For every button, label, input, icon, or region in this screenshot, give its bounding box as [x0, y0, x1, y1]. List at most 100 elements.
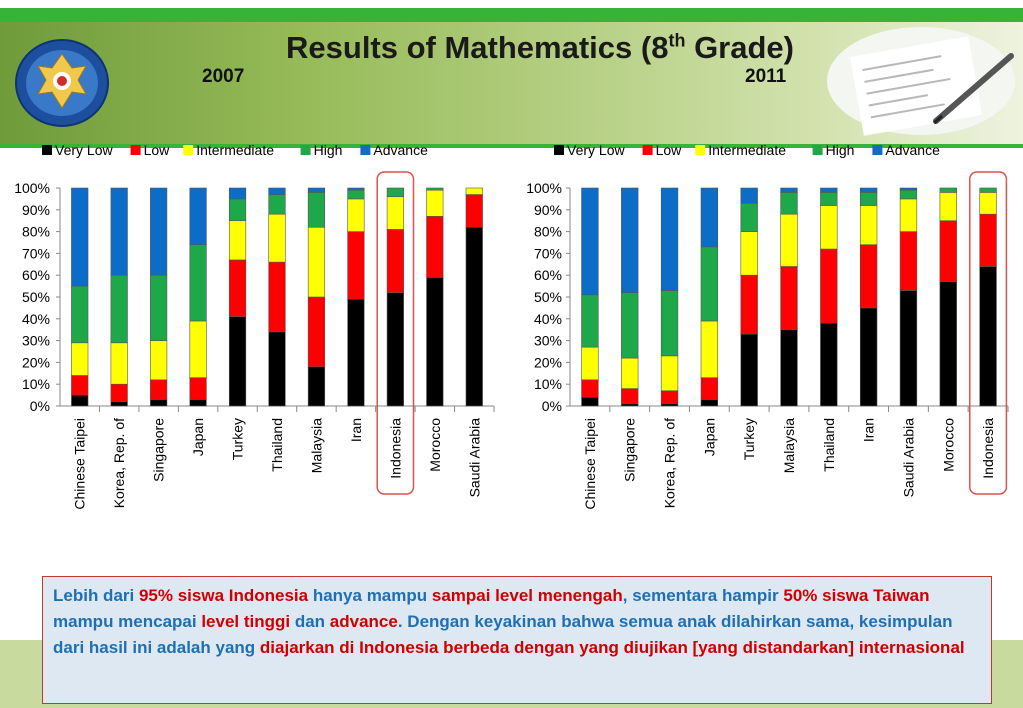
- bar-segment: [621, 388, 639, 405]
- bar-segment: [307, 366, 326, 407]
- legend-label: Low: [656, 142, 683, 158]
- x-tick-label: Korea, Rep. of: [662, 418, 678, 508]
- y-tick-label: 50%: [534, 289, 562, 305]
- bar-segment: [859, 205, 878, 245]
- y-tick-label: 20%: [534, 354, 562, 370]
- slide-title: Results of Mathematics (8th Grade): [286, 30, 794, 65]
- x-tick-label: Japan: [190, 418, 206, 456]
- legend-swatch: [872, 145, 883, 155]
- y-tick-label: 80%: [534, 224, 562, 240]
- bar-segment: [740, 202, 758, 232]
- bar-segment: [228, 259, 247, 317]
- bar-segment: [859, 187, 878, 193]
- bar-segment: [581, 187, 599, 296]
- bar-segment: [228, 316, 247, 407]
- bar-segment: [386, 196, 404, 230]
- y-tick-label: 60%: [534, 267, 562, 283]
- bar-segment: [859, 307, 878, 407]
- bar-segment: [426, 187, 444, 191]
- bar-segment: [71, 187, 89, 287]
- bar-segment: [979, 213, 997, 267]
- bar-segment: [71, 285, 89, 344]
- legend-label: Intermediate: [708, 142, 786, 158]
- bar-segment: [150, 399, 168, 407]
- bar-segment: [740, 333, 758, 407]
- bar-segment: [780, 187, 798, 193]
- x-tick-label: Thailand: [821, 418, 837, 472]
- y-tick-label: 90%: [534, 202, 562, 218]
- bar-segment: [347, 187, 365, 191]
- bar-segment: [660, 355, 679, 392]
- caption-highlight: advance: [329, 612, 398, 631]
- bar-segment: [426, 216, 444, 278]
- ministry-logo: [15, 39, 109, 127]
- bar-segment: [660, 403, 679, 407]
- bar-segment: [660, 290, 679, 357]
- bar-segment: [189, 244, 207, 322]
- bar-segment: [899, 290, 918, 407]
- bar-segment: [307, 192, 326, 228]
- bar-segment: [189, 399, 207, 407]
- x-tick-label: Chinese Taipei: [72, 418, 88, 510]
- caption-part: , sementara hampir: [622, 586, 784, 605]
- bar-segment: [347, 198, 365, 232]
- charts-canvas: 0% 10% 20% 30% 40% 50% 60% 70% 80% 90% 100% Chinese…: [14, 142, 1009, 510]
- bar-segment: [979, 187, 997, 193]
- bar-segment: [979, 266, 997, 407]
- bar-segment: [899, 231, 918, 291]
- y-tick-label: 40%: [534, 311, 562, 327]
- year-label-2007: 2007: [202, 66, 245, 87]
- bar-segment: [700, 320, 719, 378]
- caption-highlight: diajarkan di Indonesia berbeda dengan ya…: [259, 638, 965, 657]
- bar-segment: [228, 187, 247, 200]
- bar-segment: [150, 187, 168, 276]
- bar-segment: [150, 340, 168, 381]
- y-tick-label: 10%: [22, 376, 50, 392]
- bar-segment: [426, 277, 444, 407]
- legend-label: Intermediate: [196, 142, 274, 158]
- bar-segment: [268, 261, 286, 333]
- bar-segment: [110, 274, 128, 344]
- bar-segment: [700, 187, 719, 248]
- legend-swatch: [812, 145, 823, 155]
- bar-segment: [581, 396, 599, 407]
- x-tick-label: Saudi Arabia: [900, 418, 916, 498]
- bar-segment: [660, 390, 679, 405]
- bar-segment: [268, 187, 286, 195]
- bar-segment: [268, 194, 286, 215]
- bar-segment: [581, 379, 599, 398]
- paper-pen-photo: [827, 27, 1015, 136]
- bar-segment: [979, 192, 997, 215]
- caption-part: . Dengan keyakinan bahwa semua anak dila…: [53, 612, 953, 657]
- top-green-bar: [0, 8, 1023, 22]
- bar-segment: [780, 213, 798, 267]
- bar-segment: [820, 248, 838, 324]
- x-tick-label: Saudi Arabia: [466, 418, 482, 498]
- caption-part: mampu mencapai: [53, 612, 202, 631]
- legend-label: Very Low: [55, 142, 113, 158]
- y-tick-label: 80%: [22, 224, 50, 240]
- bar-segment: [780, 266, 798, 331]
- bar-segment: [465, 187, 483, 195]
- y-tick-label: 60%: [22, 267, 50, 283]
- legend-label: High: [314, 142, 343, 158]
- highlight-box: [969, 171, 1008, 495]
- legend-swatch: [360, 145, 371, 155]
- y-tick-label: 100%: [14, 180, 50, 196]
- legend-label: Very Low: [567, 142, 625, 158]
- x-tick-label: Malaysia: [781, 418, 797, 473]
- bar-segment: [386, 229, 404, 293]
- y-tick-label: 50%: [22, 289, 50, 305]
- highlight-box: [376, 171, 415, 495]
- bar-segment: [150, 274, 168, 341]
- legend-swatch: [183, 145, 194, 155]
- x-tick-label: Thailand: [269, 418, 285, 472]
- bar-segment: [700, 377, 719, 400]
- bar-segment: [347, 298, 365, 407]
- caption-highlight: level tinggi: [201, 612, 291, 631]
- bar-segment: [939, 192, 957, 222]
- bar-segment: [740, 187, 758, 204]
- caption-highlight: 50% siswa Taiwan: [783, 586, 930, 605]
- legend-swatch: [695, 145, 706, 155]
- top-white-strip: [0, 0, 1023, 8]
